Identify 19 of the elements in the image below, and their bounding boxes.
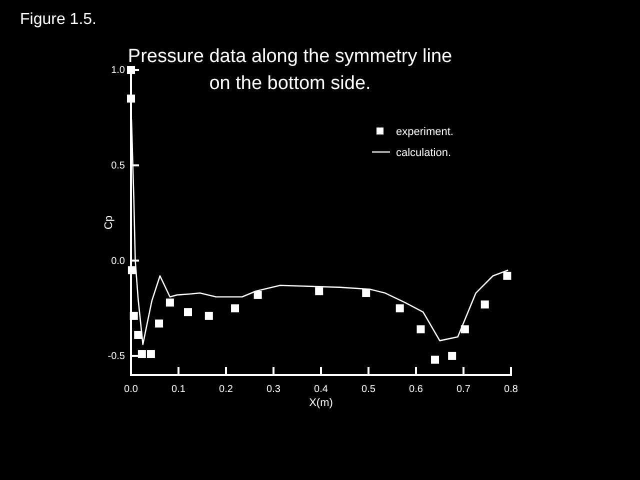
x-tick-label: 0.8 [504,384,518,396]
x-tick-label: 0.0 [124,384,138,396]
caption: Figure 1.5. [20,11,96,28]
y-axis-title: Cp [103,215,115,230]
x-tick-label: 0.4 [314,384,328,396]
chart-title: Pressure data along the symmetry line on the bottom side. [128,46,452,94]
y-tick-label: 1.0 [111,65,126,76]
y-tick-label: -0.5 [108,351,126,362]
legend-label: experiment. [396,126,454,138]
x-tick-label: 0.2 [219,384,234,396]
x-axis-title: X(m) [309,397,333,409]
x-tick-label: 0.7 [456,384,471,396]
x-tick-label: 0.5 [362,384,376,396]
y-tick-label: 0.5 [111,160,126,172]
legend-label: calculation. [396,147,452,159]
x-tick-label: 0.1 [172,384,186,396]
x-tick-label: 0.6 [409,384,424,396]
x-tick-label: 0.3 [266,384,281,396]
y-tick-label: 0.0 [111,256,126,267]
